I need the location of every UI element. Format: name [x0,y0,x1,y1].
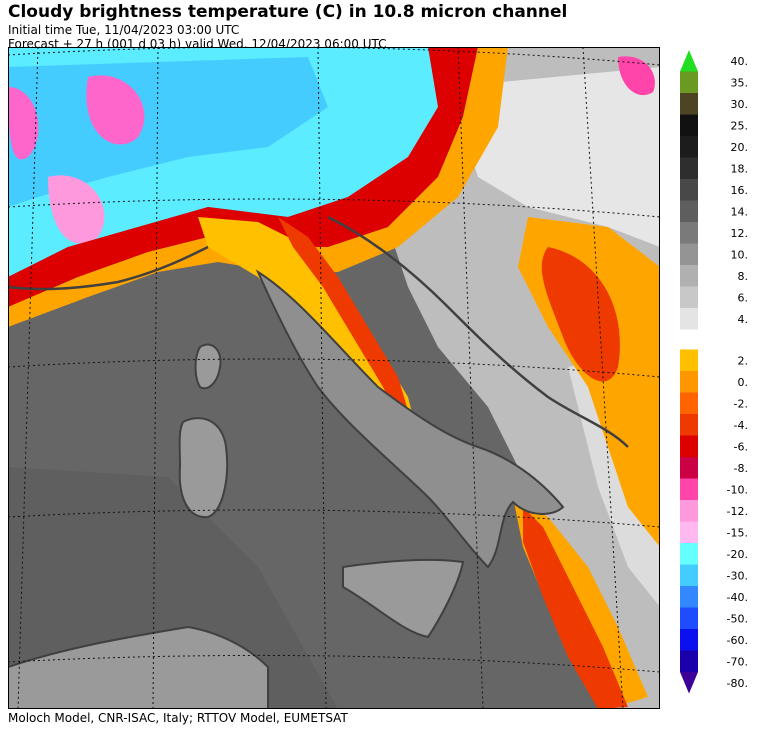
legend-swatch-lower-15 [680,672,698,694]
legend-label-lower-4: -6. [734,440,748,453]
legend-swatch-lower-1 [680,371,698,393]
legend-label-lower-12: -50. [727,612,748,625]
legend-swatch-lower-13 [680,629,698,651]
legend-swatch-upper-9 [680,243,698,265]
legend-swatch-lower-2 [680,392,698,414]
legend-swatch-upper-2 [680,93,698,115]
legend-swatch-upper-12 [680,308,698,330]
legend-swatch-upper-5 [680,157,698,179]
adriatic-east-coast [327,215,629,448]
legend-swatch-lower-5 [680,457,698,479]
ne-pink-spot [618,56,655,96]
legend-label-lower-13: -60. [727,634,748,647]
initial-time: Initial time Tue, 11/04/2023 03:00 UTC [8,23,240,37]
legend-swatch-upper-10 [680,265,698,287]
legend-label-lower-15: -80. [727,677,748,690]
balkan-red-core [541,247,620,382]
legend-label-upper-6: 16. [731,184,749,197]
legend-swatch-lower-12 [680,607,698,629]
graticule [8,47,660,709]
pink-cloud-west [8,87,39,160]
frontal-cloud-edge [8,47,478,307]
legend-swatch-lower-3 [680,414,698,436]
corsica [194,343,222,390]
ionian-red-band [523,507,628,709]
legend-label-lower-8: -15. [727,526,748,539]
legend-swatch-upper-8 [680,222,698,244]
legend-swatch-lower-9 [680,543,698,565]
north-africa-coast [8,625,269,709]
legend-swatch-upper-6 [680,179,698,201]
legend-swatch-upper-0 [680,50,698,72]
italy-red-streak [278,217,413,432]
legend-label-upper-2: 30. [731,98,749,111]
pink-cloud-band [48,175,105,244]
legend-label-upper-0: 40. [731,55,749,68]
east-light-cloud [448,67,660,247]
sardinia [178,417,229,519]
legend-label-upper-1: 35. [731,76,749,89]
legend-label-upper-3: 25. [731,119,749,132]
legend-swatch-lower-4 [680,435,698,457]
color-scale-legend: 40. 35. 30. 25. 20. 18. 16. 14. 12. 10. 8. 6. 4. 2. 0.… [680,50,749,694]
legend-label-upper-9: 10. [731,248,749,261]
legend-label-upper-4: 20. [731,141,749,154]
pink-cloud-core [86,75,145,145]
legend-label-upper-5: 18. [731,162,749,175]
legend-swatch-lower-6 [680,478,698,500]
legend-swatch-lower-7 [680,500,698,522]
legend-label-upper-8: 12. [731,227,749,240]
legend-label-upper-12: 4. [738,313,749,326]
legend-label-lower-2: -2. [734,397,748,410]
legend-swatch-lower-14 [680,650,698,672]
legend-swatch-lower-10 [680,564,698,586]
legend-swatch-upper-3 [680,114,698,136]
legend-label-lower-5: -8. [734,462,748,475]
brightness-temperature-map [8,47,660,709]
legend-swatch-lower-8 [680,521,698,543]
legend-label-lower-11: -40. [727,591,748,604]
legend-swatch-upper-7 [680,200,698,222]
legend-label-lower-7: -12. [727,505,748,518]
legend-label-lower-14: -70. [727,655,748,668]
credits-text: Moloch Model, CNR-ISAC, Italy; RTTOV Mod… [8,711,348,725]
legend-swatch-upper-11 [680,286,698,308]
legend-swatch-lower-11 [680,586,698,608]
frontal-orange-edge [8,47,508,327]
legend-swatch-upper-1 [680,71,698,93]
legend-label-lower-1: 0. [738,376,749,389]
legend-swatch-upper-4 [680,136,698,158]
legend-label-upper-7: 14. [731,205,749,218]
legend-label-lower-9: -20. [727,548,748,561]
sicily [342,558,465,639]
legend-swatch-lower-0 [680,349,698,371]
west-coastline [8,245,209,291]
header: Cloudy brightness temperature (C) in 10.… [8,2,568,52]
legend-label-lower-6: -10. [727,483,748,496]
legend-label-lower-0: 2. [738,354,749,367]
legend-label-lower-10: -30. [727,569,748,582]
map-title: Cloudy brightness temperature (C) in 10.… [8,2,568,22]
italian-peninsula [255,269,565,569]
legend-label-lower-3: -4. [734,419,748,432]
legend-label-upper-10: 8. [738,270,749,283]
legend-label-upper-11: 6. [738,291,749,304]
